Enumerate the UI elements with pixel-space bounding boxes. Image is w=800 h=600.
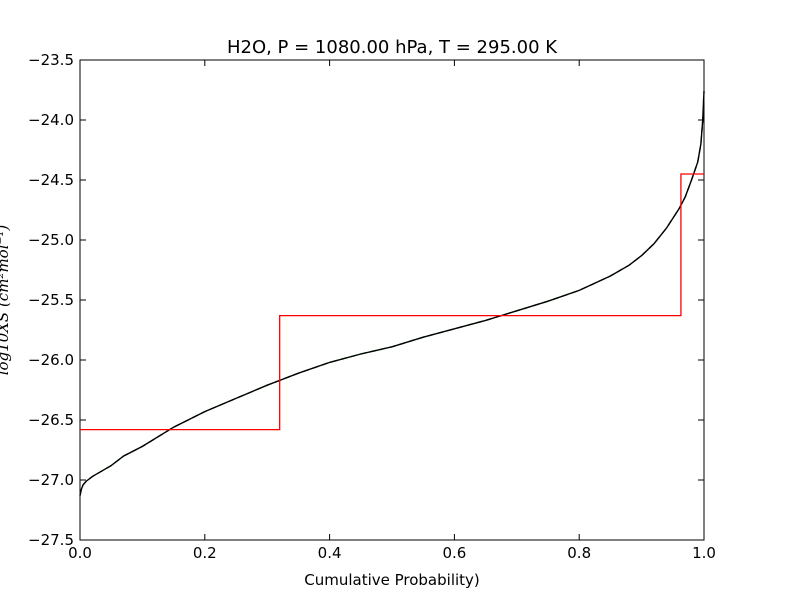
y-tick-label: −26.5 (28, 411, 74, 429)
series-line-step-2 (80, 173, 704, 431)
y-tick-label: −26.0 (28, 351, 74, 369)
chart-title: H2O, P = 1080.00 hPa, T = 295.00 K (227, 37, 558, 58)
y-tick-label: −25.0 (28, 231, 74, 249)
y-tick-label: −23.5 (28, 51, 74, 69)
x-axis-label: Cumulative Probability) (304, 571, 480, 589)
y-axis-label: log10XS (cm²mol⁻¹) (0, 225, 12, 376)
series-layer (79, 91, 705, 496)
y-tick-label: −27.0 (28, 471, 74, 489)
x-tick-label: 0.4 (318, 544, 342, 562)
y-tick-label: −27.5 (28, 531, 74, 549)
x-tick-label: 0.0 (68, 544, 92, 562)
x-tick-label: 0.6 (442, 544, 466, 562)
y-tick-label: −24.5 (28, 171, 74, 189)
y-tick-label: −24.0 (28, 111, 74, 129)
x-tick-label: 0.2 (193, 544, 217, 562)
y-tick-label: −25.5 (28, 291, 74, 309)
plot-frame (79, 59, 705, 541)
plot-area: 0.0 0.2 0.4 0.6 0.8 1.0 −23.5 −24.0 −24.5 −25.0 −2… (28, 51, 716, 562)
tick-layer: 0.0 0.2 0.4 0.6 0.8 1.0 −23.5 −24.0 −24.5 −25.0 −2… (28, 51, 716, 562)
x-tick-label: 0.8 (567, 544, 591, 562)
x-tick-label: 1.0 (692, 544, 716, 562)
